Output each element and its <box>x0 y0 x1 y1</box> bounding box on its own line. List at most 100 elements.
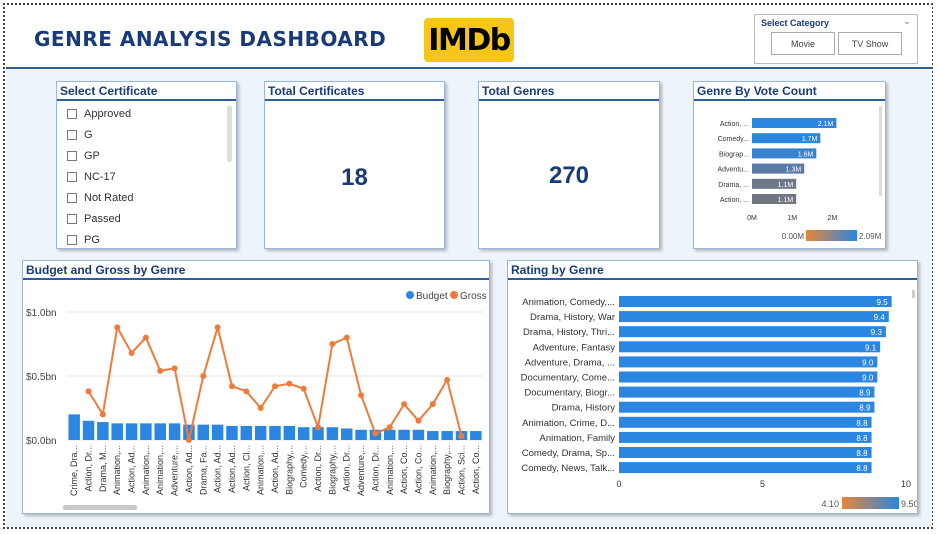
rating-data-label: 8.8 <box>856 449 868 458</box>
legend-gross-label: Gross <box>460 291 487 302</box>
bg-category-label: Action, Co... <box>413 445 423 494</box>
certificate-option-label: G <box>84 129 93 141</box>
bg-y-tick: $1.0bn <box>26 308 57 319</box>
certificate-option[interactable]: Not Rated <box>67 192 134 204</box>
bg-category-label: Biography,... <box>442 445 452 495</box>
vote-x-tick: 1M <box>787 215 797 222</box>
bg-category-label: Action, Ad... <box>213 445 223 493</box>
certificate-option[interactable]: GP <box>67 150 100 162</box>
bg-category-label: Action, Dr... <box>342 445 352 492</box>
bg-category-label: Adventure,... <box>170 445 180 496</box>
checkbox[interactable] <box>67 235 77 245</box>
gross-point <box>315 424 322 431</box>
header-divider <box>6 67 932 69</box>
budget-bar <box>197 424 210 440</box>
budget-gross-title: Budget and Gross by Genre <box>26 263 186 277</box>
bg-category-label: Action, Dr... <box>313 445 323 492</box>
bg-category-label: Drama, M... <box>98 445 108 492</box>
certificate-option[interactable]: G <box>67 129 93 141</box>
vote-count-title: Genre By Vote Count <box>697 84 817 98</box>
checkbox[interactable] <box>67 130 77 140</box>
gross-point <box>429 401 436 408</box>
rating-bar <box>619 416 872 428</box>
gross-point <box>171 365 178 372</box>
rating-bar <box>619 447 872 458</box>
rating-category-label: Animation, Family <box>540 433 616 444</box>
category-button-movie[interactable]: Movie <box>771 32 835 55</box>
rating-category-label: Comedy, Drama, Sp... <box>522 448 615 459</box>
category-slicer: Select Category ⌄ Movie TV Show <box>754 14 918 64</box>
vote-bar <box>752 133 821 144</box>
budget-bar <box>412 429 425 440</box>
gross-point <box>185 437 192 443</box>
vote-x-tick: 0M <box>747 215 757 222</box>
rating-scale-min-label: 4.10 <box>821 499 839 509</box>
bg-category-label: Biography,... <box>327 445 337 495</box>
certificate-option-label: GP <box>84 150 100 162</box>
budget-bar <box>111 423 123 440</box>
budget-bar <box>97 422 109 440</box>
certificate-option-label: NC-17 <box>84 171 116 183</box>
rating-data-label: 8.8 <box>856 464 868 473</box>
budget-bar <box>398 429 410 440</box>
checkbox[interactable] <box>67 193 77 203</box>
checkbox[interactable] <box>67 109 77 119</box>
bg-category-label: Action, Sci... <box>456 445 466 495</box>
certificate-slicer-title: Select Certificate <box>60 84 158 98</box>
budget-bar <box>427 431 439 440</box>
bg-y-tick: $0.0bn <box>26 436 57 447</box>
certificate-option[interactable]: Approved <box>67 108 131 120</box>
gross-point <box>128 349 135 356</box>
bg-y-tick: $0.5bn <box>26 372 57 383</box>
gross-point <box>358 392 365 399</box>
budget-bar <box>82 420 95 440</box>
legend-budget-marker <box>406 291 414 299</box>
rating-bar <box>619 311 889 323</box>
budget-bar <box>470 431 482 440</box>
vote-data-label: 1.7M <box>802 136 818 143</box>
bg-category-label: Animation,... <box>112 445 122 495</box>
budget-gross-chart: $0.0bn $0.5bn $1.0bn Crime, Dra... Action, D… <box>26 291 487 510</box>
rating-category-label: Documentary, Biogr... <box>524 388 615 399</box>
gross-point <box>85 388 92 395</box>
rating-title: Rating by Genre <box>511 263 604 277</box>
certificate-option[interactable]: Passed <box>67 213 121 225</box>
vote-count-card: Genre By Vote Count Action, ... 2.1M Comed… <box>693 81 886 249</box>
rating-category-label: Adventure, Fantasy <box>533 342 616 353</box>
certificate-option[interactable]: NC-17 <box>67 171 116 183</box>
vote-bar <box>752 194 797 204</box>
chevron-down-icon[interactable]: ⌄ <box>902 16 911 27</box>
bg-category-label: Action, Ad... <box>270 445 280 493</box>
rating-category-label: Animation, Comedy,... <box>522 297 615 308</box>
gross-point <box>444 376 451 383</box>
gross-point <box>200 373 207 379</box>
budget-bar <box>441 431 453 440</box>
budget-bar <box>211 424 224 440</box>
rating-data-label: 9.1 <box>865 343 877 352</box>
vote-bar <box>752 148 817 159</box>
certificate-scrollbar[interactable] <box>227 106 232 162</box>
certificate-option-label: Not Rated <box>84 192 134 204</box>
gross-point <box>214 324 221 331</box>
vote-data-label: 1.1M <box>778 197 794 204</box>
certificate-option[interactable]: PG <box>67 234 100 246</box>
bg-category-label: Animation,... <box>256 445 266 495</box>
checkbox[interactable] <box>67 151 77 161</box>
vote-bar <box>752 118 837 128</box>
budget-bar <box>384 429 396 440</box>
checkbox[interactable] <box>67 172 77 182</box>
rating-data-label: 8.9 <box>859 404 871 413</box>
budget-bar <box>283 425 296 440</box>
bg-category-label: Action, Ad... <box>184 445 194 493</box>
budget-bar <box>297 427 310 440</box>
category-slicer-title: Select Category <box>761 18 830 28</box>
budget-bar <box>340 428 353 440</box>
vote-bar <box>752 163 805 174</box>
rating-category-label: Drama, History, War <box>530 312 615 323</box>
bg-category-label: Drama, Fa... <box>198 445 208 495</box>
category-button-tv-show[interactable]: TV Show <box>838 32 902 55</box>
total-certificates-value: 18 <box>341 164 368 191</box>
checkbox[interactable] <box>67 214 77 224</box>
total-certificates-card: Total Certificates 18 <box>264 81 445 249</box>
budget-bar <box>254 425 267 440</box>
